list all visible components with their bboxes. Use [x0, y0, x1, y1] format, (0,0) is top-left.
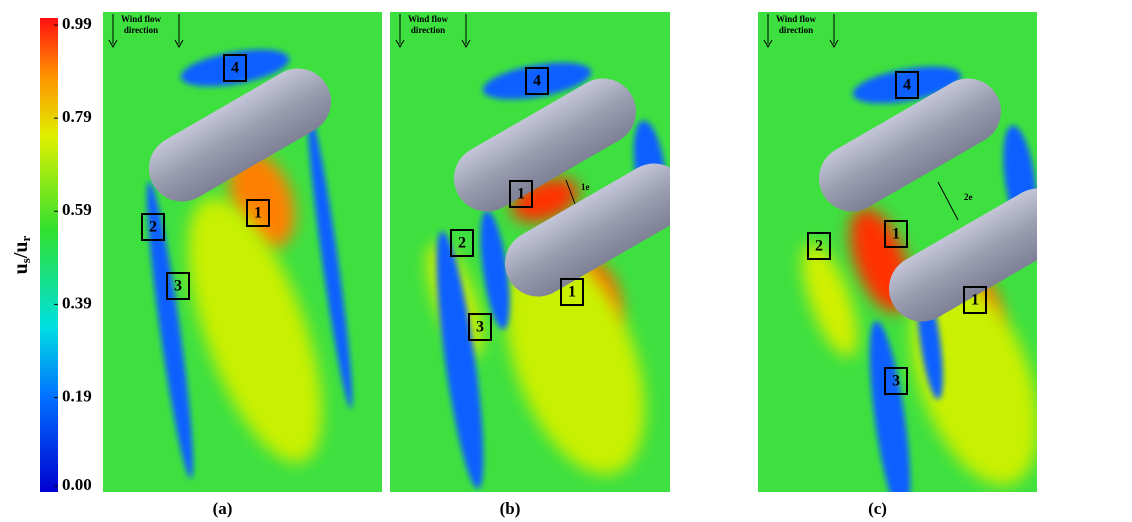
gap-label: 2e	[964, 192, 973, 202]
colorbar	[40, 18, 58, 492]
wind-label: direction	[124, 25, 158, 35]
wind-label: direction	[779, 25, 813, 35]
contour	[103, 12, 382, 492]
zone-label: 4	[533, 73, 541, 90]
contour	[390, 12, 699, 493]
zone-label: 1	[254, 205, 262, 222]
zone-label: 4	[231, 60, 239, 77]
wind-label: direction	[411, 25, 445, 35]
colorbar-tick-label: 0.39	[62, 293, 92, 312]
zone-label: 3	[476, 319, 484, 336]
zone-label: 2	[149, 219, 157, 236]
wind-label: Wind flow	[408, 14, 449, 24]
gap-label: 1e	[581, 182, 590, 192]
colorbar-label: us/ur	[10, 235, 33, 274]
zone-label: 2	[458, 235, 466, 252]
colorbar-tick-label: 0.00	[62, 475, 92, 494]
figure: us/ur Wind flowdirection4123(a)Wind flow…	[0, 0, 1132, 522]
panel-caption: (c)	[868, 499, 887, 518]
zone-label: 3	[174, 278, 182, 295]
zone-label: 4	[903, 77, 911, 94]
colorbar-tick-label: 0.79	[62, 107, 92, 126]
colorbar-tick-label: 0.59	[62, 200, 92, 219]
zone-label: 1	[892, 226, 900, 243]
zone-label: 3	[892, 373, 900, 390]
wind-label: Wind flow	[121, 14, 162, 24]
zone-label: 1	[971, 292, 979, 309]
zone-label: 1	[568, 284, 576, 301]
colorbar-tick-label: 0.99	[62, 14, 92, 33]
zone-label: 2	[815, 238, 823, 255]
panel-caption: (b)	[500, 499, 521, 518]
colorbar-tick-label: 0.19	[62, 386, 92, 405]
zone-label: 1	[517, 186, 525, 203]
panel-caption: (a)	[213, 499, 233, 518]
contour	[758, 12, 1083, 521]
wind-label: Wind flow	[776, 14, 817, 24]
